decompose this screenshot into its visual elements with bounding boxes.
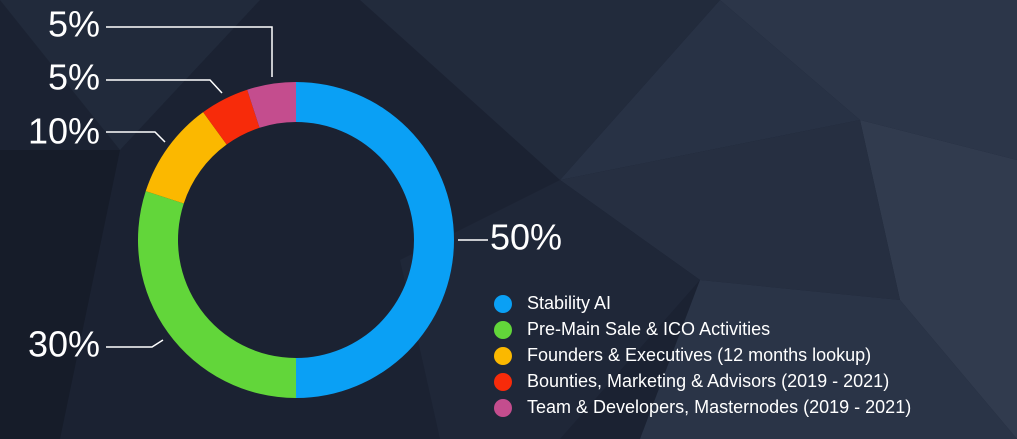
- donut-slice: [137, 191, 296, 398]
- legend-label: Founders & Executives (12 months lookup): [527, 345, 871, 365]
- legend-swatch: [494, 347, 512, 365]
- legend-label: Stability AI: [527, 293, 611, 313]
- legend-label: Bounties, Marketing & Advisors (2019 - 2…: [527, 371, 889, 391]
- leader-line: [106, 79, 223, 94]
- legend-label: Pre-Main Sale & ICO Activities: [527, 319, 770, 339]
- data-label: 10%: [28, 111, 100, 152]
- data-label: 5%: [48, 57, 100, 98]
- leader-line: [106, 131, 166, 143]
- legend-swatch: [494, 295, 512, 313]
- data-label: 50%: [490, 217, 562, 258]
- donut-slice: [203, 89, 260, 145]
- legend-swatch: [494, 399, 512, 417]
- legend-swatch: [494, 321, 512, 339]
- donut-slice: [247, 82, 296, 128]
- legend-label: Team & Developers, Masternodes (2019 - 2…: [527, 397, 911, 417]
- data-label: 30%: [28, 324, 100, 365]
- leader-line: [106, 26, 273, 77]
- leader-line: [106, 339, 164, 348]
- data-label: 5%: [48, 4, 100, 45]
- donut-slice: [296, 82, 454, 398]
- donut-slice: [145, 112, 227, 204]
- legend-swatch: [494, 373, 512, 391]
